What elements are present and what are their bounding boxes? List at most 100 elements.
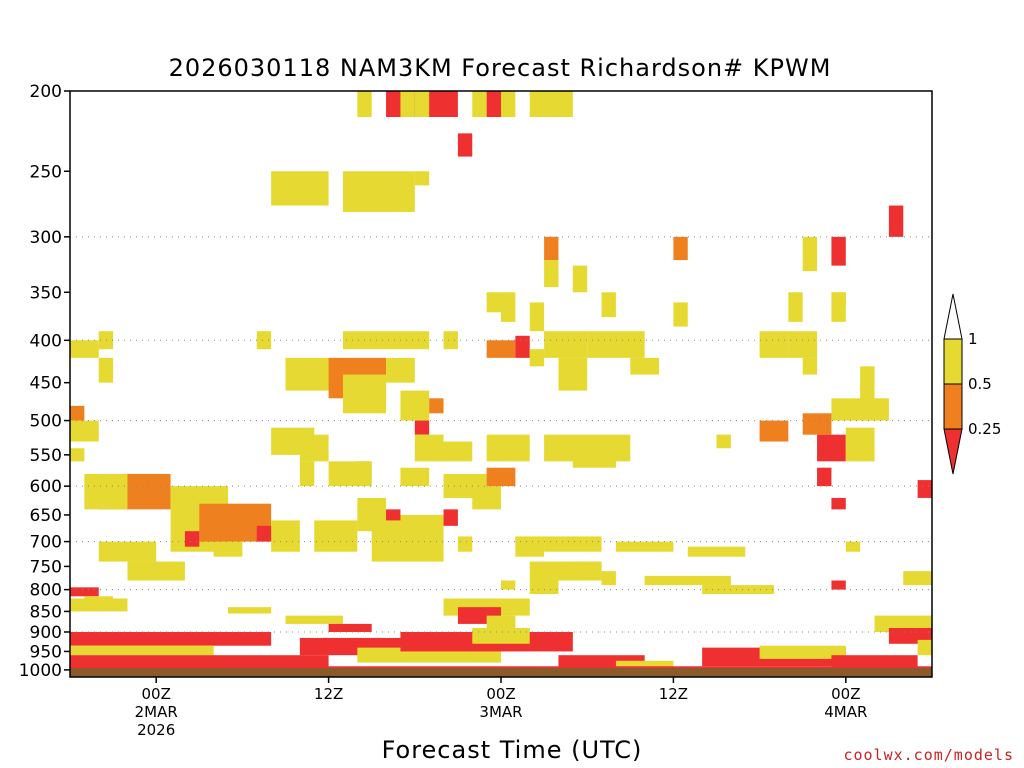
heatmap-cell [673, 236, 688, 261]
heatmap-cell [443, 441, 473, 462]
y-tick-label: 1000 [19, 661, 62, 681]
heatmap-cell [414, 434, 444, 462]
heatmap-cell [759, 420, 789, 442]
heatmap-cell [874, 615, 932, 632]
y-tick-label: 400 [30, 331, 62, 351]
heatmap-cell [572, 265, 588, 293]
y-tick-label: 750 [30, 557, 62, 577]
colorbar-segment [943, 383, 963, 430]
x-tick-label: 3MAR [479, 703, 522, 721]
heatmap-cell [587, 331, 645, 358]
heatmap-cell [817, 434, 846, 462]
credit-text[interactable]: coolwx.com/models [843, 746, 1014, 764]
heatmap-cell [630, 357, 660, 375]
heatmap-cells [70, 91, 932, 672]
x-tick-label: 00Z [486, 685, 515, 703]
y-tick-label: 600 [30, 477, 62, 497]
y-tick-label: 650 [30, 506, 62, 526]
heatmap-cell [342, 374, 387, 414]
heatmap-cell [414, 171, 430, 186]
x-axis-label: Forecast Time (UTC) [382, 736, 643, 764]
heatmap-cell [831, 497, 846, 510]
chart-title: 2026030118 NAM3KM Forecast Richardson# K… [169, 54, 832, 82]
heatmap-cell [716, 434, 731, 449]
heatmap-cell [213, 541, 243, 557]
heatmap-cell [615, 660, 674, 672]
heatmap-cell [285, 615, 343, 624]
heatmap-cell [414, 420, 430, 435]
heatmap-cell [529, 580, 559, 595]
heatmap-cell [342, 331, 430, 350]
heatmap-cell [486, 340, 516, 358]
heatmap-cell [529, 91, 573, 118]
heatmap-cell [184, 531, 200, 547]
heatmap-cell [903, 571, 932, 586]
heatmap-cell [342, 171, 415, 213]
heatmap-cell [845, 541, 861, 552]
y-tick-label: 550 [30, 446, 62, 466]
heatmap-cell [486, 467, 516, 487]
x-tick-label: 2MAR [135, 703, 178, 721]
heatmap-cell [501, 292, 516, 322]
heatmap-cell [831, 580, 846, 590]
heatmap-cell [788, 292, 803, 322]
heatmap-cell [529, 302, 545, 332]
heatmap-cell [831, 236, 846, 266]
heatmap-cell [702, 585, 774, 595]
heatmap-cell [486, 434, 530, 462]
y-tick-label: 850 [30, 602, 62, 622]
heatmap-cell [501, 91, 516, 118]
heatmap-cell [845, 427, 875, 462]
heatmap-cell [70, 655, 329, 670]
heatmap-cell [357, 461, 372, 487]
heatmap-cell [759, 331, 774, 358]
y-axis-ticks: 200 250 300 350 400 450 500 550 600 650 700 750 8008… [19, 82, 70, 681]
heatmap-cell [802, 357, 818, 375]
heatmap-cell [615, 541, 674, 552]
colorbar-bottom-arrow [943, 428, 963, 475]
heatmap-cell [299, 461, 315, 487]
heatmap-cell [98, 541, 157, 562]
heatmap-cell [228, 607, 272, 614]
colorbar: 1 0.5 0.25 [943, 293, 1001, 475]
heatmap-cell [98, 357, 114, 383]
y-tick-label: 900 [30, 623, 62, 643]
heatmap-cell [888, 627, 932, 644]
x-tick-label: 00Z [831, 685, 860, 703]
y-tick-label: 800 [30, 581, 62, 601]
heatmap-cell [414, 91, 430, 118]
heatmap-cell [400, 467, 430, 487]
heatmap-cell [544, 536, 602, 552]
heatmap-cell [472, 91, 487, 118]
y-tick-label: 250 [30, 162, 62, 182]
colorbar-label: 1 [968, 330, 978, 348]
heatmap-cell [70, 631, 272, 646]
heatmap-cell [759, 645, 846, 659]
heatmap-cell [860, 382, 875, 421]
heatmap-cell [673, 302, 688, 327]
heatmap-cell [429, 398, 444, 414]
heatmap-cell [357, 91, 372, 118]
heatmap-cell [501, 580, 516, 590]
heatmap-cell [443, 331, 458, 350]
heatmap-cell [299, 434, 329, 462]
heatmap-cell [70, 587, 99, 597]
heatmap-cell [486, 91, 501, 118]
y-tick-label: 450 [30, 374, 62, 394]
x-tick-label: 12Z [314, 685, 343, 703]
x-tick-label: 4MAR [824, 703, 867, 721]
heatmap-cell [70, 420, 99, 442]
heatmap-cell [271, 520, 300, 552]
heatmap-cell [84, 473, 128, 510]
heatmap-cell [472, 627, 530, 644]
colorbar-segment [943, 338, 963, 385]
x-tick-label: 00Z [142, 685, 171, 703]
heatmap-cell [386, 509, 401, 521]
heatmap-cell [773, 331, 789, 358]
colorbar-top-arrow [943, 293, 963, 340]
heatmap-cell [529, 349, 545, 367]
heatmap-cell [400, 91, 415, 118]
heatmap-cell [98, 331, 114, 350]
